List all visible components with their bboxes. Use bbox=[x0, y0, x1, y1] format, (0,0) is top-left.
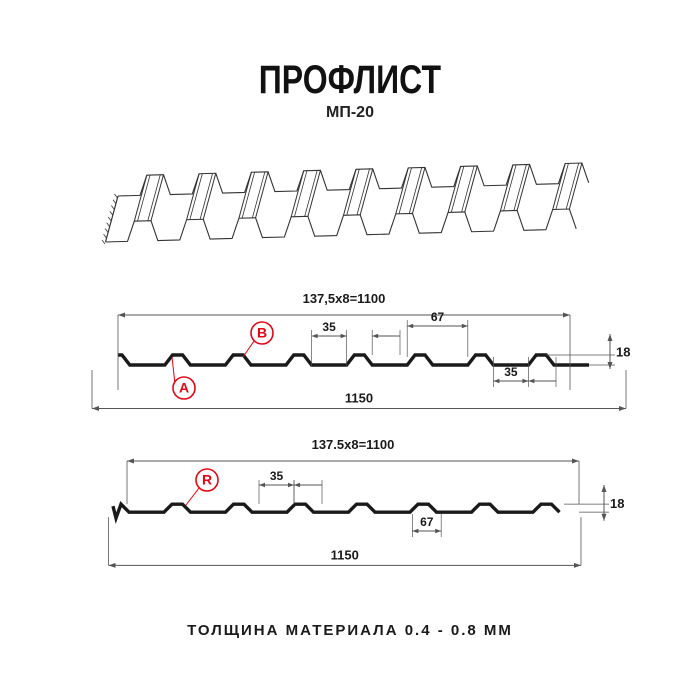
svg-text:137.5х8=1100: 137.5х8=1100 bbox=[312, 437, 395, 452]
svg-text:18: 18 bbox=[610, 496, 624, 511]
svg-text:R: R bbox=[202, 472, 212, 488]
svg-text:1150: 1150 bbox=[331, 547, 359, 562]
svg-text:35: 35 bbox=[270, 469, 284, 483]
svg-text:67: 67 bbox=[420, 515, 434, 529]
